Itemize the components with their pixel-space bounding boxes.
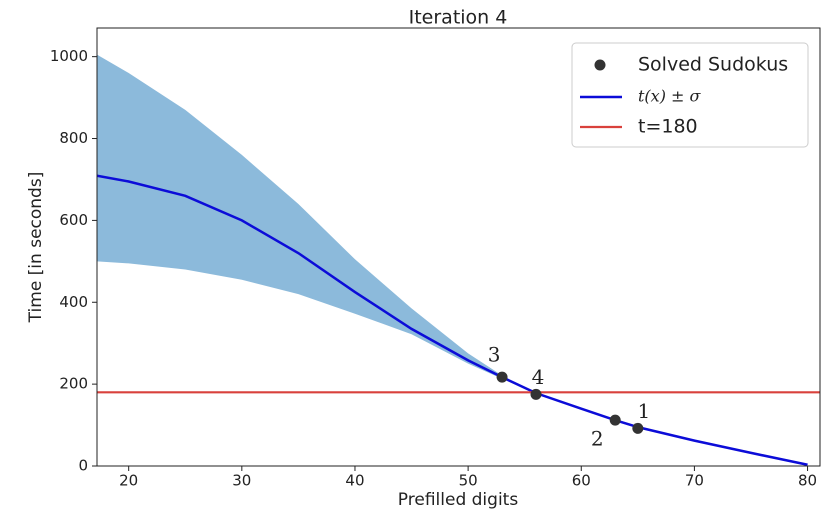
x-tick-label: 40 <box>345 472 364 490</box>
y-axis-label: Time [in seconds] <box>26 172 46 324</box>
axes-frame <box>96 27 821 467</box>
chart-title: Iteration 4 <box>409 7 508 29</box>
y-tick-label: 400 <box>59 293 88 311</box>
legend-box <box>571 42 809 148</box>
y-tick-label: 0 <box>78 457 88 475</box>
legend-label: Solved Sudokus <box>638 54 788 76</box>
x-tick-label: 70 <box>685 472 704 490</box>
point-label: 1 <box>637 399 650 423</box>
solved-point <box>530 388 542 400</box>
x-tick-label: 80 <box>798 472 817 490</box>
legend-label: t=180 <box>638 116 698 138</box>
x-tick-label: 30 <box>232 472 251 490</box>
point-label: 3 <box>488 343 501 367</box>
x-tick-label: 50 <box>459 472 478 490</box>
plot-area <box>97 54 820 466</box>
point-label: 4 <box>532 365 545 389</box>
legend-label: t(x) ± σ <box>638 87 702 106</box>
solved-point <box>609 414 621 426</box>
y-tick-label: 1000 <box>50 47 88 65</box>
solved-point <box>632 422 644 434</box>
x-tick-label: 60 <box>572 472 591 490</box>
x-axis-label: Prefilled digits <box>398 490 519 510</box>
solved-point <box>496 371 508 383</box>
y-tick-label: 200 <box>59 375 88 393</box>
mean-line <box>97 174 808 466</box>
legend-marker <box>594 59 606 71</box>
y-tick-label: 800 <box>59 129 88 147</box>
x-tick-label: 20 <box>119 472 138 490</box>
sigma-band <box>97 54 808 465</box>
point-label: 2 <box>591 427 604 451</box>
y-tick-label: 600 <box>59 211 88 229</box>
